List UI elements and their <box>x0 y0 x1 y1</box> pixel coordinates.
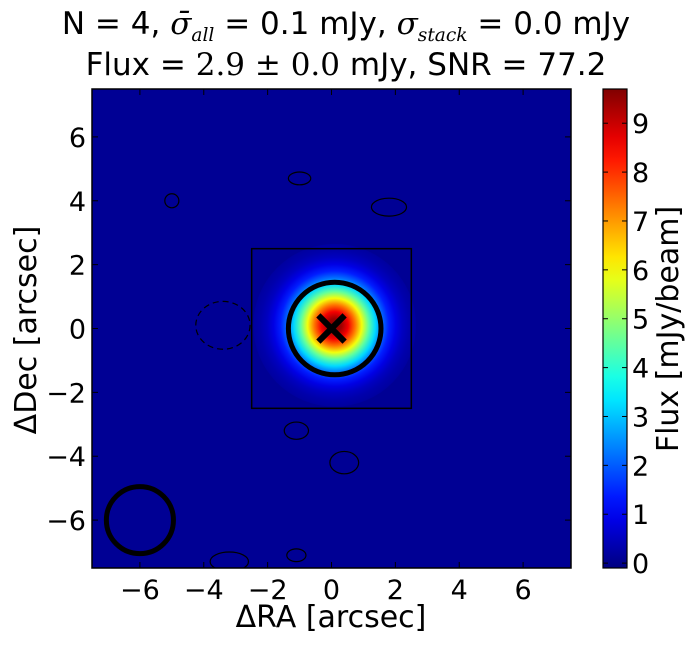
y-tick-label: 4 <box>69 187 86 218</box>
x-axis: −6 −4 −2 0 2 4 6 <box>120 89 532 606</box>
title-sigma-all-symbol: σ̄ <box>170 6 192 42</box>
noise-contour <box>370 197 408 217</box>
title-sigma-all-value: = 0.1 mJy, <box>214 6 387 42</box>
noise-contour <box>286 548 307 563</box>
title-flux-prefix: Flux = <box>85 47 196 83</box>
y-tick-label: −4 <box>46 442 86 473</box>
title-n: N = 4, <box>61 6 161 42</box>
colorbar-tick-label: 7 <box>632 207 649 238</box>
title-sigma-stack-sub: stack <box>417 25 468 47</box>
center-marker <box>316 313 347 344</box>
colorbar-tick-label: 8 <box>632 158 649 189</box>
title-sigma-all-sub: all <box>191 25 215 47</box>
colorbar-tick-label: 3 <box>632 402 649 433</box>
x-tick-label: 0 <box>323 575 340 606</box>
aperture-circle <box>285 279 384 378</box>
colorbar-label: Flux [mJy/beam] <box>651 206 686 452</box>
colorbar-tick-label: 0 <box>632 549 649 580</box>
noise-contour <box>209 551 250 568</box>
noise-contour <box>164 193 180 209</box>
colorbar: 0 1 2 3 4 5 6 7 8 9 <box>602 88 649 580</box>
x-tick-label: 2 <box>387 575 404 606</box>
x-axis-label: ΔRA [arcsec] <box>236 600 427 635</box>
stamp-box <box>250 247 413 410</box>
title-line-2: Flux = 2.9 ± 0.0 mJy, SNR = 77.2 <box>0 47 692 83</box>
x-tick-label: −6 <box>120 575 160 606</box>
beam-circle <box>103 484 176 557</box>
title-flux-suffix: mJy, SNR = 77.2 <box>340 47 607 83</box>
colorbar-ticks: 0 1 2 3 4 5 6 7 8 9 <box>603 109 649 580</box>
colorbar-tick-label: 9 <box>632 109 649 140</box>
noise-contour <box>283 421 310 440</box>
y-axis-label: ΔDec [arcsec] <box>9 226 44 435</box>
noise-contour <box>329 450 360 475</box>
title-line-1: N = 4, σ̄all = 0.1 mJy, σstack = 0.0 mJy <box>0 6 692 46</box>
y-tick-label: −2 <box>46 378 86 409</box>
x-tick-label: 4 <box>451 575 468 606</box>
colorbar-tick-label: 6 <box>632 256 649 287</box>
title-flux-value: 2.9 ± 0.0 <box>195 47 341 83</box>
y-axis: −6 −4 −2 0 2 4 6 <box>46 123 571 537</box>
x-tick-label: −4 <box>184 575 224 606</box>
y-tick-label: −6 <box>46 506 86 537</box>
center-marker-stroke <box>316 313 347 344</box>
heatmap-plot-area <box>91 88 572 569</box>
colorbar-tick-label: 4 <box>632 354 649 385</box>
colorbar-tick-label: 2 <box>632 451 649 482</box>
y-tick-label: 6 <box>69 123 86 154</box>
colorbar-bar <box>602 88 628 569</box>
title-sigma-stack-value: = 0.0 mJy <box>467 6 631 42</box>
plot-content <box>103 171 417 568</box>
title-sigma-stack-symbol: σ <box>396 6 418 42</box>
x-tick-label: 6 <box>515 575 532 606</box>
y-tick-label: 0 <box>69 315 86 346</box>
x-tick-label: −2 <box>248 575 288 606</box>
colorbar-tick-label: 5 <box>632 305 649 336</box>
y-tick-label: 2 <box>69 251 86 282</box>
colorbar-tick-label: 1 <box>632 500 649 531</box>
noise-contour <box>195 300 251 350</box>
noise-contour <box>287 171 312 186</box>
